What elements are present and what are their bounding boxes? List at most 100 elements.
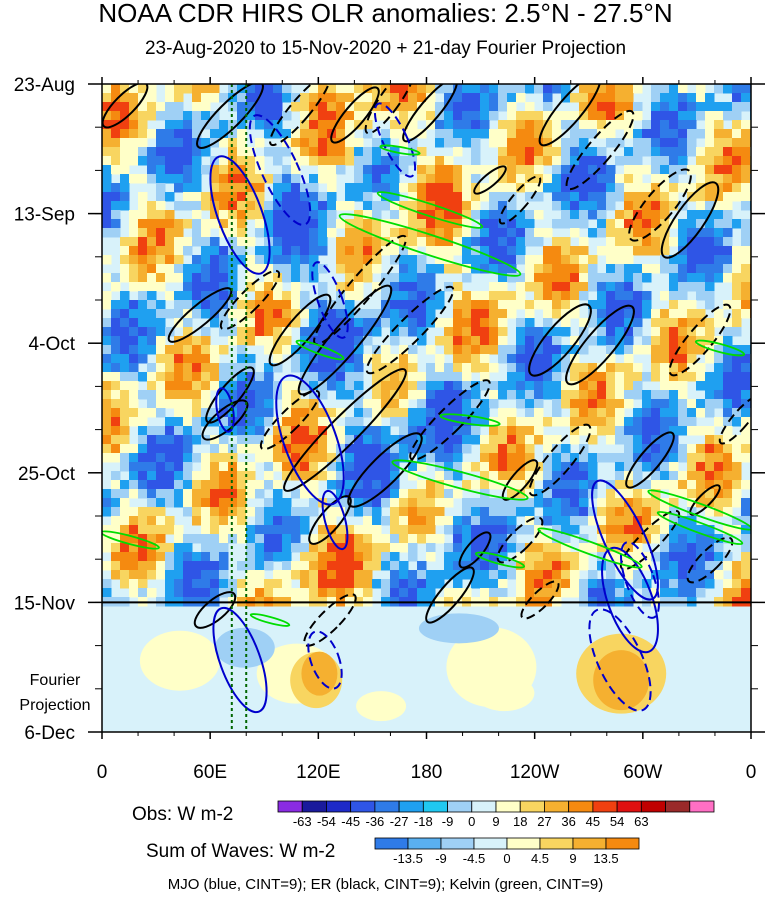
- anomaly-cell: [732, 489, 742, 499]
- anomaly-cell: [372, 228, 382, 238]
- anomaly-cell: [543, 300, 553, 310]
- anomaly-cell: [183, 390, 193, 400]
- anomaly-cell: [723, 165, 733, 175]
- anomaly-cell: [543, 417, 553, 427]
- anomaly-cell: [183, 192, 193, 202]
- anomaly-cell: [552, 471, 562, 481]
- anomaly-cell: [111, 156, 121, 166]
- anomaly-cell: [129, 111, 139, 121]
- anomaly-cell: [183, 426, 193, 436]
- anomaly-cell: [219, 246, 229, 256]
- anomaly-cell: [426, 102, 436, 112]
- anomaly-cell: [660, 354, 670, 364]
- anomaly-cell: [228, 120, 238, 130]
- anomaly-cell: [678, 345, 688, 355]
- anomaly-cell: [201, 588, 211, 598]
- anomaly-cell: [678, 93, 688, 103]
- anomaly-cell: [516, 165, 526, 175]
- anomaly-cell: [444, 183, 454, 193]
- anomaly-cell: [147, 291, 157, 301]
- anomaly-cell: [723, 390, 733, 400]
- anomaly-cell: [435, 507, 445, 517]
- er-contour-positive: [501, 459, 539, 501]
- anomaly-cell: [381, 156, 391, 166]
- anomaly-cell: [525, 570, 535, 580]
- anomaly-cell: [678, 363, 688, 373]
- anomaly-cell: [426, 183, 436, 193]
- anomaly-cell: [228, 264, 238, 274]
- anomaly-cell: [723, 399, 733, 409]
- anomaly-cell: [363, 102, 373, 112]
- anomaly-cell: [723, 318, 733, 328]
- anomaly-cell: [732, 354, 742, 364]
- anomaly-cell: [561, 138, 571, 148]
- anomaly-cell: [615, 498, 625, 508]
- anomaly-cell: [579, 102, 589, 112]
- anomaly-cell: [579, 552, 589, 562]
- anomaly-cell: [309, 489, 319, 499]
- anomaly-cell: [120, 579, 130, 589]
- anomaly-cell: [129, 156, 139, 166]
- anomaly-cell: [318, 408, 328, 418]
- anomaly-cell: [390, 327, 400, 337]
- anomaly-cell: [579, 219, 589, 229]
- anomaly-cell: [318, 201, 328, 211]
- anomaly-cell: [300, 354, 310, 364]
- anomaly-cell: [633, 435, 643, 445]
- anomaly-cell: [462, 498, 472, 508]
- anomaly-cell: [687, 309, 697, 319]
- anomaly-cell: [570, 588, 580, 598]
- anomaly-cell: [174, 498, 184, 508]
- anomaly-cell: [453, 525, 463, 535]
- anomaly-cell: [462, 327, 472, 337]
- projection-blob: [356, 691, 407, 722]
- anomaly-cell: [264, 453, 274, 463]
- anomaly-cell: [138, 372, 148, 382]
- anomaly-cell: [210, 507, 220, 517]
- anomaly-cell: [696, 210, 706, 220]
- anomaly-cell: [372, 399, 382, 409]
- anomaly-cell: [741, 417, 751, 427]
- anomaly-cell: [597, 399, 607, 409]
- anomaly-cell: [660, 561, 670, 571]
- anomaly-cell: [282, 336, 292, 346]
- anomaly-cell: [705, 480, 715, 490]
- anomaly-cell: [453, 183, 463, 193]
- anomaly-cell: [696, 552, 706, 562]
- anomaly-cell: [336, 390, 346, 400]
- anomaly-cell: [552, 561, 562, 571]
- anomaly-cell: [237, 471, 247, 481]
- anomaly-cell: [489, 534, 499, 544]
- anomaly-cell: [102, 228, 112, 238]
- anomaly-cell: [183, 372, 193, 382]
- anomaly-cell: [660, 165, 670, 175]
- anomaly-cell: [381, 543, 391, 553]
- anomaly-cell: [489, 318, 499, 328]
- anomaly-cell: [660, 309, 670, 319]
- anomaly-cell: [120, 102, 130, 112]
- anomaly-cell: [246, 174, 256, 184]
- anomaly-cell: [651, 525, 661, 535]
- anomaly-cell: [291, 363, 301, 373]
- anomaly-cell: [453, 237, 463, 247]
- anomaly-cell: [588, 147, 598, 157]
- anomaly-cell: [345, 138, 355, 148]
- anomaly-cell: [390, 534, 400, 544]
- anomaly-cell: [417, 111, 427, 121]
- anomaly-cell: [246, 147, 256, 157]
- anomaly-cell: [156, 327, 166, 337]
- anomaly-cell: [507, 291, 517, 301]
- anomaly-cell: [471, 327, 481, 337]
- anomaly-cell: [588, 381, 598, 391]
- anomaly-cell: [246, 417, 256, 427]
- anomaly-cell: [426, 372, 436, 382]
- anomaly-cell: [453, 174, 463, 184]
- anomaly-cell: [714, 417, 724, 427]
- anomaly-cell: [471, 174, 481, 184]
- anomaly-cell: [678, 138, 688, 148]
- anomaly-cell: [354, 282, 364, 292]
- anomaly-cell: [516, 552, 526, 562]
- anomaly-cell: [291, 507, 301, 517]
- anomaly-cell: [525, 327, 535, 337]
- anomaly-cell: [651, 201, 661, 211]
